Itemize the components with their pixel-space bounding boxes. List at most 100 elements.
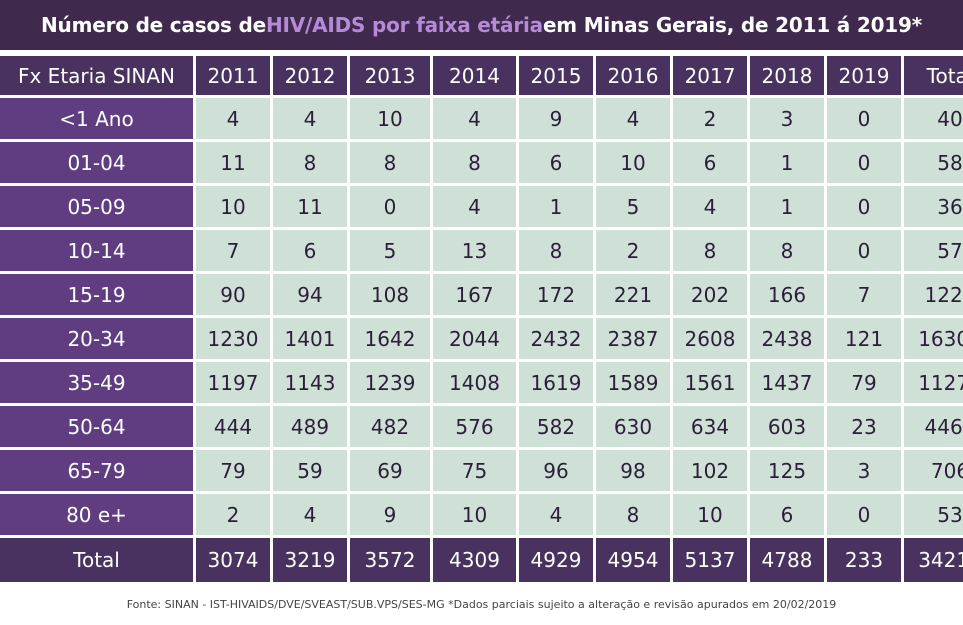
table-cell: 8 <box>519 230 593 271</box>
table-cell: 58 <box>904 142 963 183</box>
table-cell: 79 <box>827 362 901 403</box>
table-cell: 2608 <box>673 318 747 359</box>
column-header-2012: 2012 <box>273 56 347 95</box>
table-cell: 4 <box>596 98 670 139</box>
table-row: 15-19909410816717222120216671227 <box>0 274 963 315</box>
row-label: 20-34 <box>0 318 193 359</box>
total-cell: 233 <box>827 538 901 582</box>
table-cell: 630 <box>596 406 670 447</box>
row-label: 10-14 <box>0 230 193 271</box>
table-cell: 5 <box>350 230 430 271</box>
table-cell: 125 <box>750 450 824 491</box>
total-cell: 4309 <box>433 538 516 582</box>
column-header-age-group: Fx Etaria SINAN <box>0 56 193 95</box>
total-cell: 3219 <box>273 538 347 582</box>
total-row: Total 3074 3219 3572 4309 4929 4954 5137 4788 233… <box>0 538 963 582</box>
table-cell: 1143 <box>273 362 347 403</box>
table-cell: 1 <box>519 186 593 227</box>
table-cell: 4 <box>433 98 516 139</box>
total-cell: 34215 <box>904 538 963 582</box>
table-header: Fx Etaria SINAN 2011 2012 2013 2014 2015 2016 2… <box>0 56 963 95</box>
total-row-label: Total <box>0 538 193 582</box>
table-cell: 172 <box>519 274 593 315</box>
table-cell: 2438 <box>750 318 824 359</box>
table-cell: 7 <box>196 230 270 271</box>
table-cell: 1408 <box>433 362 516 403</box>
row-label: 50-64 <box>0 406 193 447</box>
table-row: 20-34 1230 1401 1642 2044 2432 2387 2608 2438 121… <box>0 318 963 359</box>
column-header-total: Total <box>904 56 963 95</box>
header-row: Fx Etaria SINAN 2011 2012 2013 2014 2015 2016 2… <box>0 56 963 95</box>
table-cell: 10 <box>433 494 516 535</box>
table-cell: 121 <box>827 318 901 359</box>
table-cell: 8 <box>350 142 430 183</box>
total-cell: 4788 <box>750 538 824 582</box>
total-cell: 3074 <box>196 538 270 582</box>
row-label: 05-09 <box>0 186 193 227</box>
table-cell: 108 <box>350 274 430 315</box>
column-header-2011: 2011 <box>196 56 270 95</box>
source-note: Fonte: SINAN - IST-HIVAIDS/DVE/SVEAST/SU… <box>126 598 837 611</box>
table-row: 35-49 1197 1143 1239 1408 1619 1589 1561 1437 79 1… <box>0 362 963 403</box>
table-cell: 0 <box>827 494 901 535</box>
row-label: 80 e+ <box>0 494 193 535</box>
table-cell: 10 <box>196 186 270 227</box>
row-label: 35-49 <box>0 362 193 403</box>
table-cell: 221 <box>596 274 670 315</box>
table-cell: 59 <box>273 450 347 491</box>
table-cell: 1 <box>750 142 824 183</box>
total-cell: 3572 <box>350 538 430 582</box>
row-label: <1 Ano <box>0 98 193 139</box>
table-cell: 576 <box>433 406 516 447</box>
table-row: 05-09 10 11 0 4 1 5 4 1 0 36 <box>0 186 963 227</box>
table-cell: 1561 <box>673 362 747 403</box>
cases-table: Fx Etaria SINAN 2011 2012 2013 2014 2015 2016 2… <box>0 53 963 585</box>
table-cell: 1619 <box>519 362 593 403</box>
table-row: 10-14 7 6 5 13 8 2 8 8 0 57 <box>0 230 963 271</box>
table-cell: 582 <box>519 406 593 447</box>
table-cell: 10 <box>350 98 430 139</box>
table-cell: 0 <box>350 186 430 227</box>
table-cell: 2387 <box>596 318 670 359</box>
table-cell: 11 <box>196 142 270 183</box>
column-header-2014: 2014 <box>433 56 516 95</box>
total-cell: 5137 <box>673 538 747 582</box>
table-cell: 6 <box>519 142 593 183</box>
table-cell: 4 <box>273 98 347 139</box>
table-cell: 634 <box>673 406 747 447</box>
table-cell: 603 <box>750 406 824 447</box>
table-cell: 1239 <box>350 362 430 403</box>
table-cell: 6 <box>273 230 347 271</box>
table-cell: 2432 <box>519 318 593 359</box>
table-row: 50-64444489482576582630634603234463 <box>0 406 963 447</box>
table-title: Número de casos de HIV/AIDS por faixa et… <box>0 0 963 50</box>
table-cell: 10 <box>673 494 747 535</box>
table-cell: 102 <box>673 450 747 491</box>
table-cell: 0 <box>827 98 901 139</box>
table-cell: 69 <box>350 450 430 491</box>
table-row: 65-79 79 59 69 75 96 98 102 125 3 706 <box>0 450 963 491</box>
column-header-2015: 2015 <box>519 56 593 95</box>
table-cell: 6 <box>750 494 824 535</box>
row-label: 65-79 <box>0 450 193 491</box>
table-cell: 9 <box>350 494 430 535</box>
table-cell: 36 <box>904 186 963 227</box>
table-cell: 11 <box>273 186 347 227</box>
table-cell: 1197 <box>196 362 270 403</box>
table-cell: 0 <box>827 230 901 271</box>
table-cell: 3 <box>827 450 901 491</box>
table-cell: 1227 <box>904 274 963 315</box>
column-header-2017: 2017 <box>673 56 747 95</box>
table-cell: 75 <box>433 450 516 491</box>
table-cell: 1437 <box>750 362 824 403</box>
table-cell: 8 <box>273 142 347 183</box>
table-cell: 4463 <box>904 406 963 447</box>
table-cell: 489 <box>273 406 347 447</box>
table-cell: 1230 <box>196 318 270 359</box>
table-cell: 1642 <box>350 318 430 359</box>
column-header-2016: 2016 <box>596 56 670 95</box>
table-cell: 79 <box>196 450 270 491</box>
table-cell: 482 <box>350 406 430 447</box>
table-cell: 90 <box>196 274 270 315</box>
